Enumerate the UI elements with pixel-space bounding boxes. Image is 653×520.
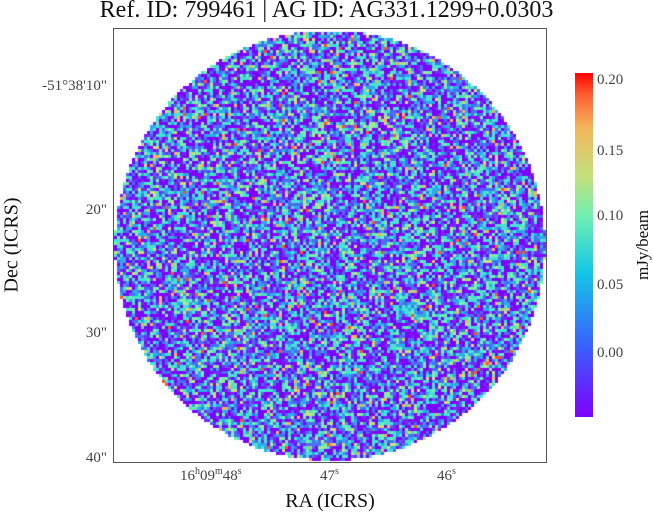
- colorbar-tick-label: 0.05: [597, 277, 624, 293]
- colorbar-tick-label: 0.10: [597, 208, 624, 224]
- colorbar-tick-label: 0.20: [597, 72, 624, 88]
- x-tick-label: 46s: [437, 466, 456, 484]
- colorbar-label: mJy/beam: [633, 210, 652, 280]
- chart-title: Ref. ID: 799461 | AG ID: AG331.1299+0.03…: [99, 0, 554, 23]
- y-tick-label: 30": [85, 325, 107, 341]
- colorbar: [575, 73, 593, 417]
- x-tick-label: 47s: [320, 466, 339, 484]
- colorbar-tick-label: 0.15: [597, 143, 624, 159]
- y-tick-label: 40": [85, 450, 107, 466]
- y-tick-label: 20": [85, 202, 107, 218]
- plot-area: [113, 28, 547, 463]
- y-axis-label: Dec (ICRS): [0, 197, 23, 293]
- x-axis-label: RA (ICRS): [285, 490, 375, 512]
- colorbar-tick-label: 0.00: [597, 345, 624, 361]
- y-tick-label: -51°38'10": [42, 78, 107, 94]
- x-tick-label: 16h09m48s: [180, 466, 242, 484]
- intensity-map: [114, 29, 546, 462]
